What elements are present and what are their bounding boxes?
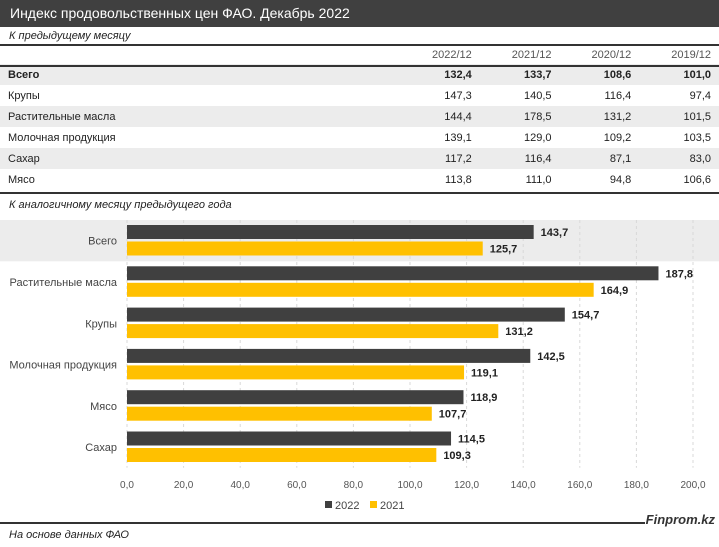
table-row: Крупы 147,3 140,5 116,4 97,4 <box>0 85 719 106</box>
data-label: 154,7 <box>572 310 600 322</box>
table-cell: 140,5 <box>523 89 552 102</box>
category-label: Сахар <box>85 442 117 454</box>
table-cell: 94,8 <box>609 173 632 186</box>
x-tick-label: 160,0 <box>567 480 592 491</box>
row-label: Крупы <box>8 89 40 102</box>
chart-subtitle: К аналогичному месяцу предыдущего года <box>9 199 232 211</box>
table-cell: 132,4 <box>400 64 480 85</box>
bar-2022 <box>127 266 659 281</box>
data-label: 143,7 <box>541 227 569 239</box>
table-cell: 87,1 <box>559 148 640 169</box>
legend-label: 2022 <box>335 500 359 512</box>
table-cell: 83,0 <box>639 148 719 169</box>
bar-2022 <box>127 225 534 239</box>
table-cell: 103,5 <box>683 131 711 144</box>
bar-2021 <box>127 448 437 462</box>
category-label: Молочная продукция <box>9 360 117 372</box>
col-header: 2019/12 <box>671 48 711 61</box>
divider <box>0 44 719 46</box>
row-label: Всего <box>0 64 400 85</box>
category-label: Мясо <box>90 401 117 413</box>
table-cell: 144,4 <box>400 106 480 127</box>
bar-2022 <box>127 431 452 446</box>
table-cell: 101,5 <box>639 106 719 127</box>
table-cell: 101,0 <box>639 64 719 85</box>
data-label: 118,9 <box>470 392 497 404</box>
table-cell: 116,4 <box>604 89 632 102</box>
table-cell: 111,0 <box>525 173 552 186</box>
bar-2021 <box>127 365 465 380</box>
x-tick-label: 40,0 <box>230 480 250 491</box>
table-row: Растительные масла 144,4 178,5 131,2 101,5 <box>0 106 719 127</box>
bar-2022 <box>127 307 565 322</box>
divider <box>0 192 719 194</box>
table-cell: 106,6 <box>683 173 711 186</box>
bar-chart: 0,0 20,0 40,0 60,0 80,0 100,0 120,0 140,0 160,0 1… <box>0 220 719 512</box>
bar-2021 <box>127 406 432 421</box>
table-cell: 108,6 <box>559 64 640 85</box>
row-label: Мясо <box>8 173 35 186</box>
data-label: 142,5 <box>537 351 565 363</box>
brand-logo: Finprom.kz <box>645 512 715 527</box>
table-cell: 97,4 <box>689 89 711 102</box>
x-tick-label: 120,0 <box>454 480 479 491</box>
table-cell: 116,4 <box>479 148 560 169</box>
data-label: 114,5 <box>458 434 485 446</box>
divider <box>0 522 645 524</box>
table-cell: 113,8 <box>445 173 472 186</box>
data-label: 107,7 <box>439 409 467 421</box>
bar-2022 <box>127 348 531 363</box>
table-cell: 109,2 <box>603 131 632 144</box>
data-label: 164,9 <box>601 285 629 297</box>
category-label: Растительные масла <box>10 277 118 289</box>
legend-swatch <box>370 501 377 508</box>
table-cell: 178,5 <box>479 106 560 127</box>
table-row: Всего 132,4 133,7 108,6 101,0 <box>0 64 719 85</box>
row-label: Молочная продукция <box>8 131 116 144</box>
divider <box>0 65 719 67</box>
table-cell: 129,0 <box>523 131 552 144</box>
table-cell: 147,3 <box>444 89 472 102</box>
x-tick-label: 60,0 <box>287 480 307 491</box>
x-tick-label: 20,0 <box>174 480 194 491</box>
x-tick-label: 0,0 <box>120 480 134 491</box>
bar-2021 <box>127 282 594 297</box>
row-label: Растительные масла <box>0 106 400 127</box>
table-cell: 131,2 <box>559 106 640 127</box>
bar-2022 <box>127 390 464 405</box>
table-row: Молочная продукция 139,1 129,0 109,2 103,5 <box>0 127 719 148</box>
table-subtitle: К предыдущему месяцу <box>9 30 131 42</box>
x-tick-label: 200,0 <box>680 480 705 491</box>
x-tick-label: 100,0 <box>397 480 422 491</box>
page-title: Индекс продовольственных цен ФАО. Декабр… <box>0 0 719 27</box>
legend-swatch <box>325 501 332 508</box>
table-cell: 133,7 <box>479 64 560 85</box>
col-header: 2021/12 <box>511 48 552 61</box>
table-cell: 139,1 <box>444 131 472 144</box>
x-tick-label: 180,0 <box>624 480 649 491</box>
table-cell: 117,2 <box>400 148 480 169</box>
bar-2021 <box>127 241 483 256</box>
table-row: Мясо 113,8 111,0 94,8 106,6 <box>0 169 719 190</box>
legend-label: 2021 <box>380 500 404 512</box>
bar-2021 <box>127 324 499 339</box>
data-label: 125,7 <box>490 244 518 256</box>
data-label: 109,3 <box>443 450 471 462</box>
x-tick-label: 80,0 <box>344 480 364 491</box>
data-label: 187,8 <box>665 268 693 280</box>
col-header: 2020/12 <box>591 48 632 61</box>
col-header: 2022/12 <box>431 48 472 61</box>
category-label: Крупы <box>85 318 117 330</box>
data-label: 131,2 <box>505 326 533 338</box>
table-header: 2022/12 2021/12 2020/12 2019/12 <box>0 45 719 64</box>
category-label: Всего <box>88 236 117 248</box>
data-label: 119,1 <box>471 367 498 379</box>
table-row: Сахар 117,2 116,4 87,1 83,0 <box>0 148 719 169</box>
row-label: Сахар <box>0 148 400 169</box>
price-index-table: 2022/12 2021/12 2020/12 2019/12 Всего 132,4 1… <box>0 45 719 190</box>
x-tick-label: 140,0 <box>511 480 536 491</box>
source-note: На основе данных ФАО <box>9 529 129 541</box>
